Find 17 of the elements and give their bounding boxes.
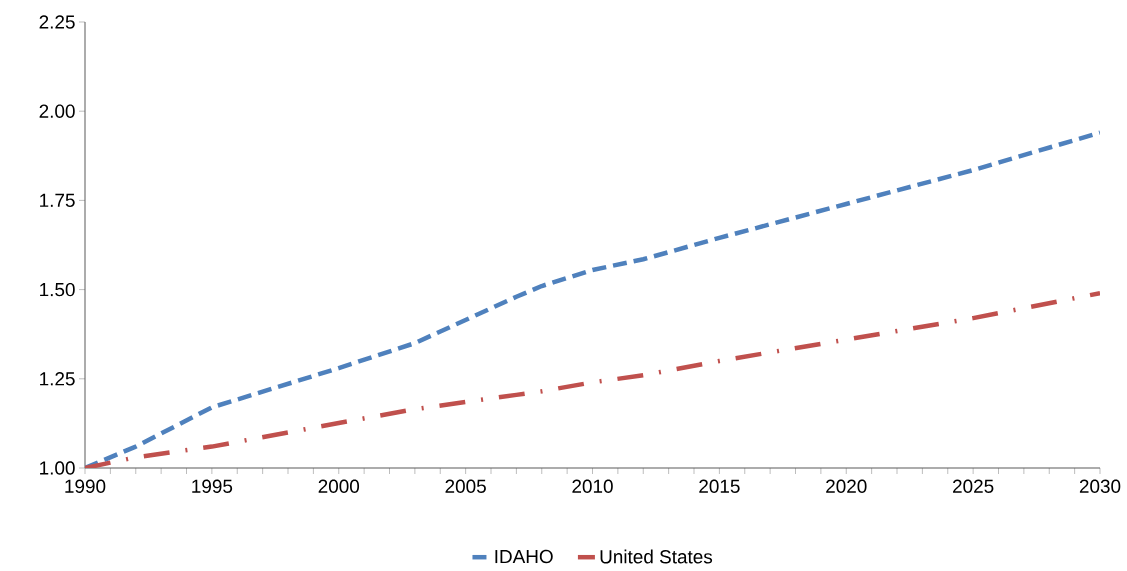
x-tick-label: 2010 <box>572 479 613 493</box>
y-tick-label: 1.50 <box>40 282 75 297</box>
x-tick-label: 2005 <box>445 479 486 493</box>
x-tick-label: 2000 <box>318 479 360 493</box>
x-tick-label: 1990 <box>65 479 106 493</box>
y-tick-label: 2.25 <box>39 15 75 29</box>
legend-label: IDAHO <box>495 549 553 564</box>
x-tick-label: 1995 <box>192 479 233 493</box>
x-tick-label: 2025 <box>953 479 994 493</box>
x-tick-label: 2015 <box>699 479 740 493</box>
x-tick-label: 2030 <box>1079 479 1121 493</box>
x-tick-label: 2020 <box>826 479 867 493</box>
y-tick-label: 1.75 <box>40 193 75 207</box>
y-tick-label: 2.00 <box>39 104 75 118</box>
y-tick-label: 1.25 <box>40 372 75 386</box>
legend-label: United States <box>600 549 713 564</box>
y-tick-label: 1.00 <box>40 461 75 475</box>
